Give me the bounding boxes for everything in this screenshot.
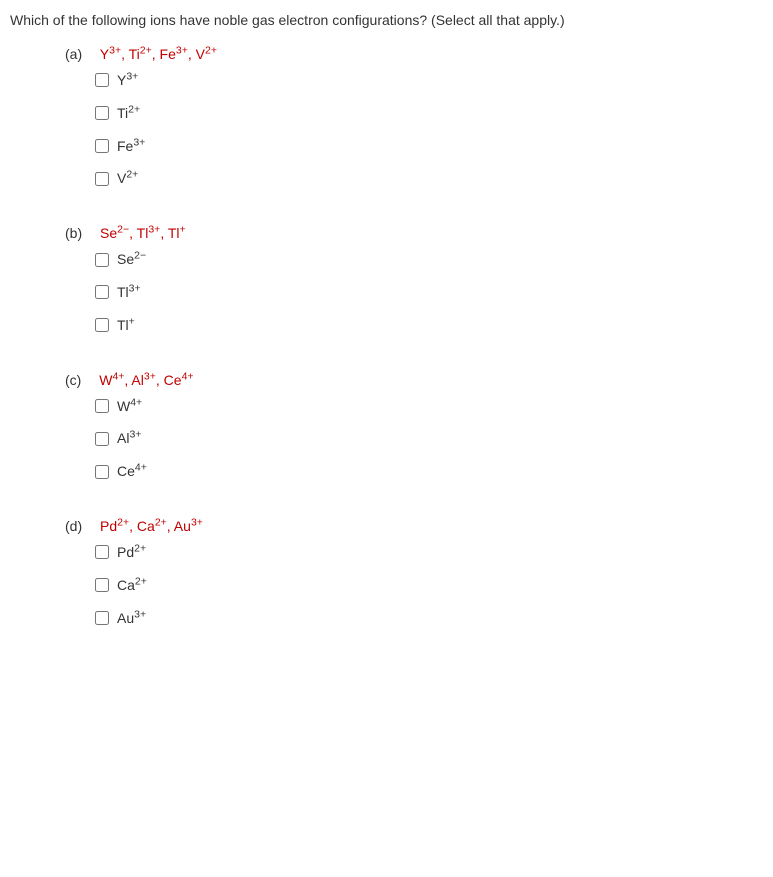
option-c-2-label: Ce4+ [117, 463, 147, 480]
option-c-0[interactable]: W4+ [95, 398, 763, 415]
part-b-ion-list: Se2−, Tl3+, Tl+ [100, 225, 186, 241]
part-c: (c) W4+, Al3+, Ce4+ W4+ Al3+ Ce4+ [65, 372, 763, 480]
checkbox-a-1[interactable] [95, 106, 109, 120]
option-a-2[interactable]: Fe3+ [95, 138, 763, 155]
checkbox-d-2[interactable] [95, 611, 109, 625]
part-d-letter: (d) [65, 518, 82, 534]
part-b-letter: (b) [65, 225, 82, 241]
option-a-1-label: Ti2+ [117, 105, 140, 122]
option-a-3-label: V2+ [117, 170, 138, 187]
part-a-ion-list: Y3+, Ti2+, Fe3+, V2+ [100, 46, 217, 62]
checkbox-a-3[interactable] [95, 172, 109, 186]
option-b-0-label: Se2− [117, 251, 146, 268]
checkbox-b-2[interactable] [95, 318, 109, 332]
part-c-letter: (c) [65, 372, 81, 388]
checkbox-a-0[interactable] [95, 73, 109, 87]
option-d-1-label: Ca2+ [117, 577, 147, 594]
option-b-0[interactable]: Se2− [95, 251, 763, 268]
option-b-1-label: Tl3+ [117, 284, 141, 301]
checkbox-a-2[interactable] [95, 139, 109, 153]
option-d-0-label: Pd2+ [117, 544, 146, 561]
checkbox-c-2[interactable] [95, 465, 109, 479]
part-b: (b) Se2−, Tl3+, Tl+ Se2− Tl3+ Tl+ [65, 225, 763, 333]
option-c-0-label: W4+ [117, 398, 142, 415]
checkbox-b-0[interactable] [95, 253, 109, 267]
option-a-2-label: Fe3+ [117, 138, 145, 155]
part-c-header: (c) W4+, Al3+, Ce4+ [65, 372, 763, 388]
option-a-1[interactable]: Ti2+ [95, 105, 763, 122]
option-a-0[interactable]: Y3+ [95, 72, 763, 89]
part-b-header: (b) Se2−, Tl3+, Tl+ [65, 225, 763, 241]
option-d-1[interactable]: Ca2+ [95, 577, 763, 594]
option-c-1-label: Al3+ [117, 430, 141, 447]
option-d-2[interactable]: Au3+ [95, 610, 763, 627]
option-c-2[interactable]: Ce4+ [95, 463, 763, 480]
checkbox-d-0[interactable] [95, 545, 109, 559]
option-a-0-label: Y3+ [117, 72, 138, 89]
checkbox-b-1[interactable] [95, 285, 109, 299]
option-d-0[interactable]: Pd2+ [95, 544, 763, 561]
part-a: (a) Y3+, Ti2+, Fe3+, V2+ Y3+ Ti2+ Fe3+ V… [65, 46, 763, 187]
option-b-2-label: Tl+ [117, 317, 135, 334]
part-d-ion-list: Pd2+, Ca2+, Au3+ [100, 518, 203, 534]
checkbox-d-1[interactable] [95, 578, 109, 592]
part-d: (d) Pd2+, Ca2+, Au3+ Pd2+ Ca2+ Au3+ [65, 518, 763, 626]
part-a-letter: (a) [65, 46, 82, 62]
part-c-ion-list: W4+, Al3+, Ce4+ [99, 372, 193, 388]
question-text: Which of the following ions have noble g… [10, 12, 763, 28]
option-a-3[interactable]: V2+ [95, 170, 763, 187]
option-c-1[interactable]: Al3+ [95, 430, 763, 447]
checkbox-c-1[interactable] [95, 432, 109, 446]
option-d-2-label: Au3+ [117, 610, 146, 627]
part-d-header: (d) Pd2+, Ca2+, Au3+ [65, 518, 763, 534]
option-b-1[interactable]: Tl3+ [95, 284, 763, 301]
checkbox-c-0[interactable] [95, 399, 109, 413]
part-a-header: (a) Y3+, Ti2+, Fe3+, V2+ [65, 46, 763, 62]
option-b-2[interactable]: Tl+ [95, 317, 763, 334]
